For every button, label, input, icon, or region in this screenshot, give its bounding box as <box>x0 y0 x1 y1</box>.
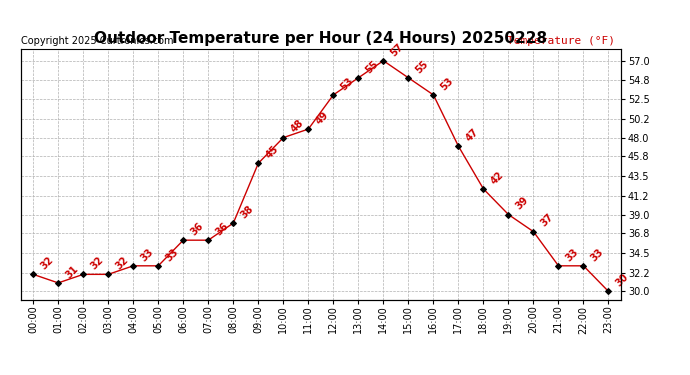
Text: 38: 38 <box>239 204 255 220</box>
Text: 48: 48 <box>289 118 306 135</box>
Text: 45: 45 <box>264 144 281 160</box>
Point <box>528 229 539 235</box>
Text: Copyright 2025 Curtronics.com: Copyright 2025 Curtronics.com <box>21 36 173 46</box>
Point <box>378 58 389 64</box>
Text: 53: 53 <box>339 75 355 92</box>
Point <box>28 272 39 278</box>
Text: 36: 36 <box>189 221 206 237</box>
Point <box>578 263 589 269</box>
Point <box>303 126 314 132</box>
Text: 31: 31 <box>63 264 81 280</box>
Point <box>152 263 164 269</box>
Text: 33: 33 <box>139 246 155 263</box>
Point <box>428 92 439 98</box>
Text: 42: 42 <box>489 170 506 186</box>
Point <box>128 263 139 269</box>
Point <box>278 135 289 141</box>
Text: 33: 33 <box>164 246 181 263</box>
Point <box>228 220 239 226</box>
Point <box>78 272 89 278</box>
Point <box>353 75 364 81</box>
Point <box>178 237 189 243</box>
Text: 32: 32 <box>114 255 130 272</box>
Text: 36: 36 <box>214 221 230 237</box>
Point <box>603 288 614 294</box>
Text: 57: 57 <box>389 41 406 58</box>
Point <box>103 272 114 278</box>
Point <box>203 237 214 243</box>
Text: 49: 49 <box>314 110 331 126</box>
Text: 39: 39 <box>514 195 531 212</box>
Text: 30: 30 <box>614 272 631 289</box>
Point <box>253 160 264 166</box>
Point <box>328 92 339 98</box>
Text: 32: 32 <box>89 255 106 272</box>
Text: 53: 53 <box>439 75 455 92</box>
Text: 37: 37 <box>539 212 555 229</box>
Point <box>503 211 514 217</box>
Title: Outdoor Temperature per Hour (24 Hours) 20250228: Outdoor Temperature per Hour (24 Hours) … <box>95 31 547 46</box>
Text: 55: 55 <box>414 58 431 75</box>
Point <box>52 280 63 286</box>
Text: Temperature (°F): Temperature (°F) <box>507 36 615 46</box>
Text: 47: 47 <box>464 127 481 143</box>
Text: 55: 55 <box>364 58 381 75</box>
Point <box>403 75 414 81</box>
Point <box>478 186 489 192</box>
Text: 33: 33 <box>589 246 606 263</box>
Point <box>553 263 564 269</box>
Text: 33: 33 <box>564 246 581 263</box>
Point <box>453 143 464 149</box>
Text: 32: 32 <box>39 255 55 272</box>
